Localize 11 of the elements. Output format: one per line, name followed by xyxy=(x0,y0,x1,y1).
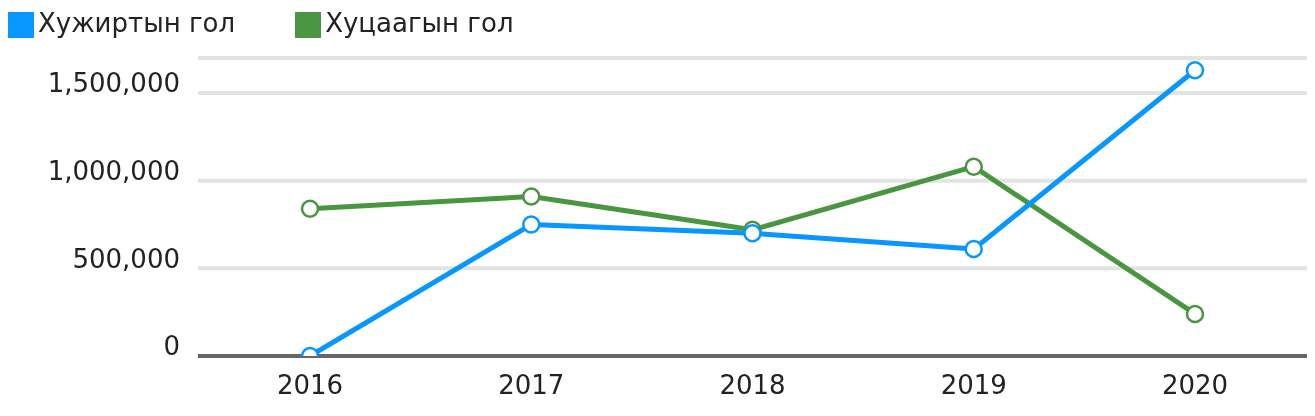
legend-label: Хужиртын гол xyxy=(38,8,236,38)
x-tick-label: 2016 xyxy=(276,370,344,401)
legend-label: Хуцаагын гол xyxy=(325,8,514,38)
x-tick-label: 2018 xyxy=(719,370,786,401)
x-tick-label: 2017 xyxy=(498,370,565,401)
y-tick-label: 1,000,000 xyxy=(47,155,180,186)
y-tick-label: 1,500,000 xyxy=(47,68,180,99)
y-tick-label: 500,000 xyxy=(72,243,180,274)
y-tick-label: 0 xyxy=(163,331,180,362)
x-tick-label: 2019 xyxy=(940,370,1007,401)
x-tick-label: 2020 xyxy=(1161,370,1229,401)
